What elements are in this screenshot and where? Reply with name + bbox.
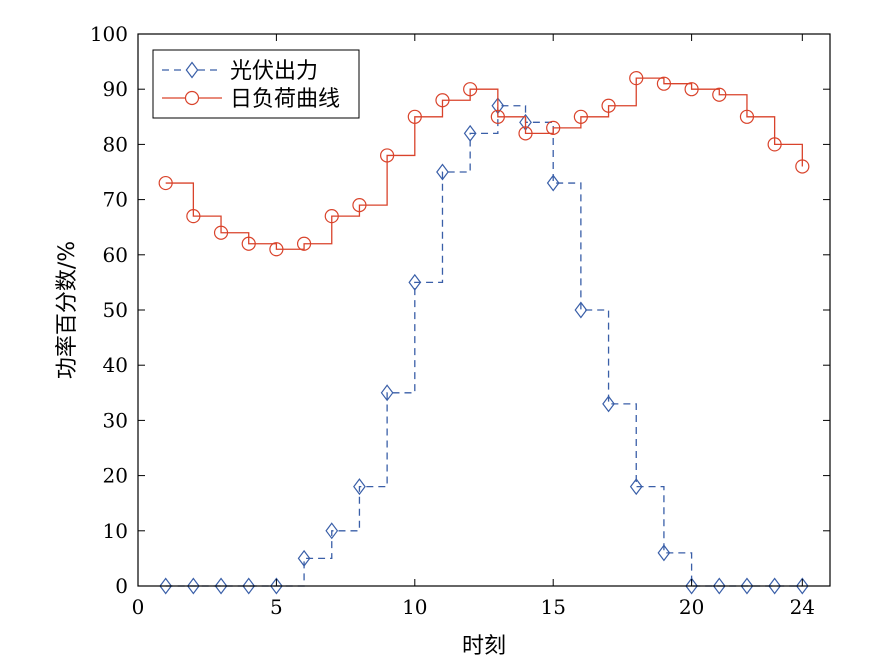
legend-label-pv: 光伏出力 (230, 59, 318, 84)
data-point (436, 163, 449, 181)
data-point (186, 209, 201, 224)
legend: 光伏出力 日负荷曲线 (152, 49, 360, 119)
data-point (739, 109, 755, 124)
data-point (269, 242, 284, 257)
data-point (407, 109, 422, 124)
y-tick-label: 100 (90, 22, 128, 46)
y-tick-label: 80 (103, 132, 128, 156)
y-tick-label: 60 (103, 243, 128, 267)
legend-marker-pv (185, 61, 199, 79)
data-point (296, 236, 312, 251)
legend-box (152, 49, 360, 119)
y-tick-label: 50 (103, 298, 128, 322)
x-tick-label: 20 (679, 595, 704, 619)
x-tick-label: 15 (540, 595, 565, 619)
data-point (629, 478, 643, 496)
data-point (546, 174, 560, 192)
y-tick-label: 90 (103, 77, 128, 101)
x-tick-label: 5 (270, 595, 283, 619)
data-point (712, 87, 727, 102)
data-point (685, 577, 698, 595)
data-point (214, 577, 228, 595)
series-line-0 (165, 105, 803, 587)
x-tick-label: 24 (790, 595, 815, 619)
data-point (629, 71, 644, 86)
y-tick-label: 20 (103, 464, 128, 488)
data-point (602, 395, 615, 413)
data-point (158, 175, 173, 191)
data-point (213, 225, 229, 240)
data-point (601, 98, 616, 113)
data-point (463, 124, 477, 142)
legend-marker-load (184, 90, 200, 106)
data-point (352, 198, 367, 213)
data-point (463, 82, 478, 97)
data-point (574, 301, 588, 319)
y-tick-label: 0 (115, 574, 128, 598)
data-point (435, 93, 450, 108)
y-tick-label: 10 (103, 519, 128, 543)
data-point (325, 522, 339, 540)
data-point (353, 478, 366, 496)
legend-label-load: 日负荷曲线 (230, 87, 340, 112)
data-point (684, 82, 699, 97)
data-point (380, 384, 394, 402)
data-point (380, 148, 395, 163)
y-tick-label: 30 (103, 408, 128, 432)
data-point (186, 577, 200, 595)
data-point (657, 544, 671, 562)
x-tick-label: 0 (132, 595, 145, 619)
data-point (242, 577, 256, 595)
x-tick-label: 10 (402, 595, 427, 619)
data-point (795, 577, 809, 595)
data-point (324, 209, 339, 224)
data-point (546, 120, 561, 135)
data-point (297, 549, 311, 567)
data-point (408, 273, 422, 291)
y-tick-label: 70 (103, 188, 128, 212)
series-line-1 (165, 77, 803, 250)
data-point (795, 159, 810, 174)
data-point (159, 577, 173, 595)
data-point (656, 76, 672, 91)
data-point (768, 577, 782, 595)
data-point (740, 577, 754, 595)
data-point (767, 137, 782, 152)
y-axis-label: 功率百分数/% (55, 241, 80, 379)
data-point (573, 109, 588, 124)
y-tick-label: 40 (103, 353, 128, 377)
data-point (490, 109, 505, 124)
data-point (712, 577, 726, 595)
data-point (518, 126, 533, 141)
data-point (241, 236, 256, 251)
data-point (270, 577, 283, 595)
x-axis-label: 时刻 (462, 634, 506, 659)
